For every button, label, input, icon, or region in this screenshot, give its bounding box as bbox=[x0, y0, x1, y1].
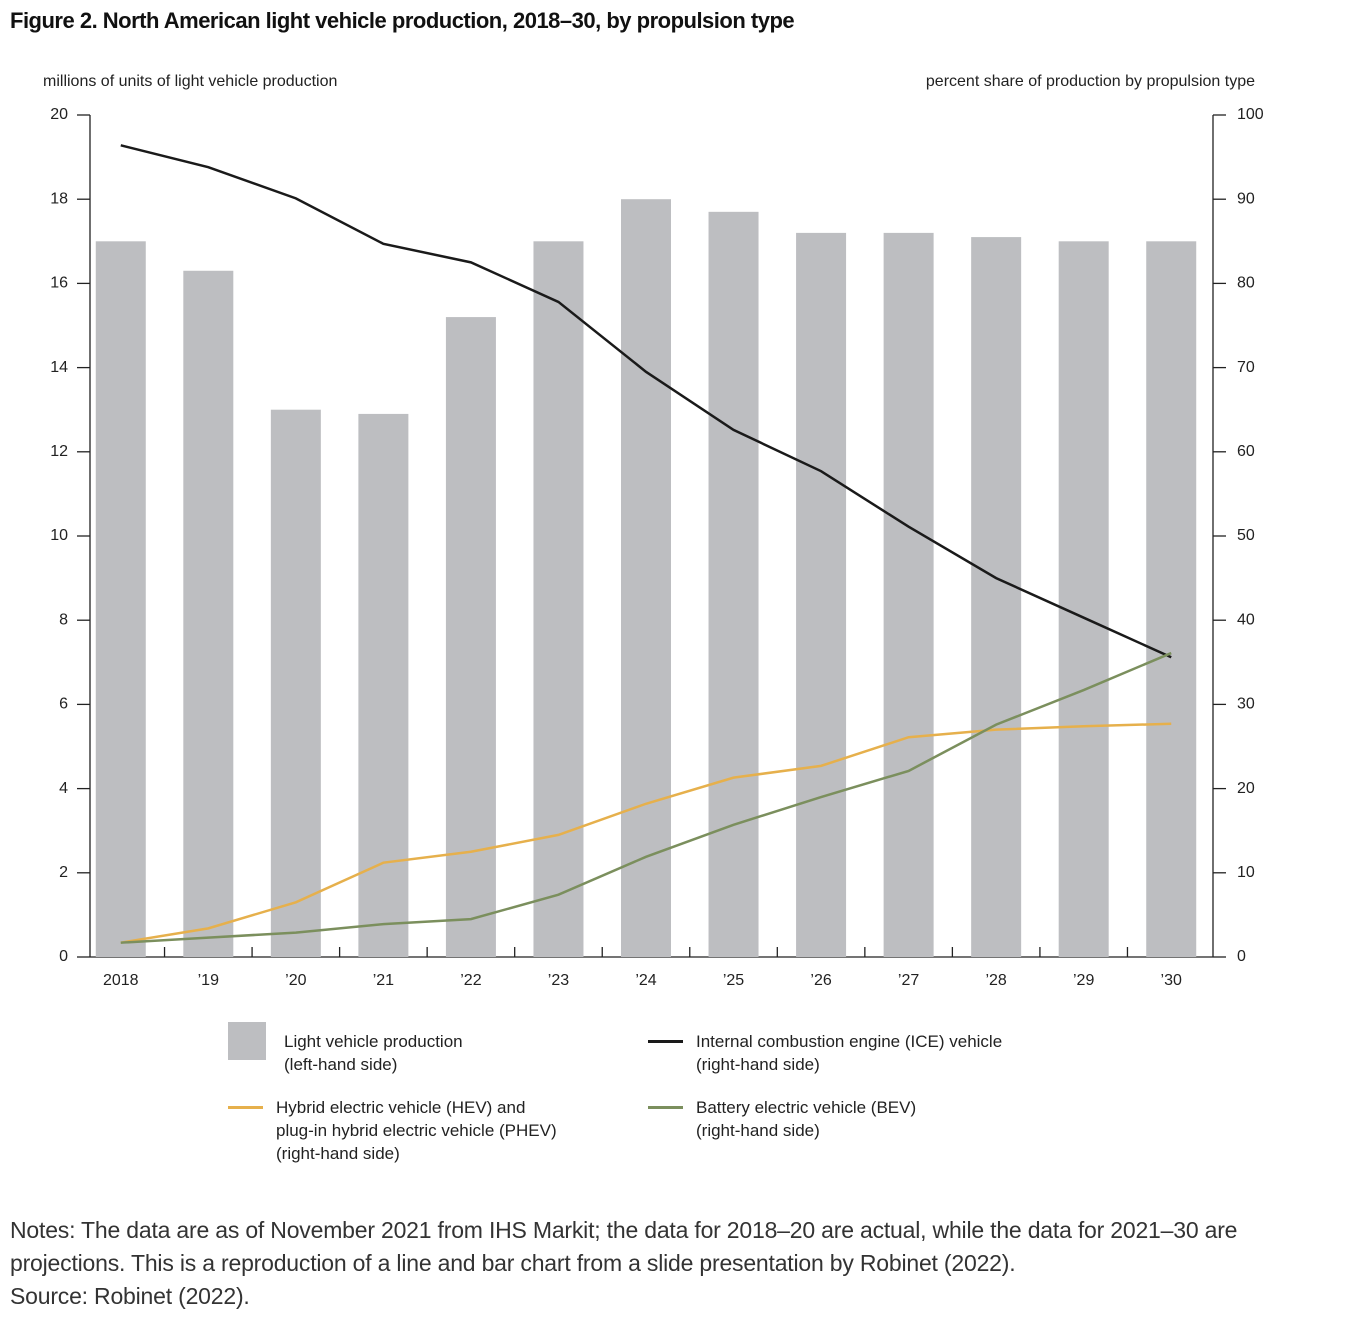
title: Figure 2. North American light vehicle p… bbox=[10, 8, 795, 33]
legend-swatch bbox=[648, 1106, 683, 1109]
x-tick-label: ’23 bbox=[548, 972, 569, 989]
y-tick-label: 20 bbox=[50, 106, 68, 123]
y-tick-label: 12 bbox=[50, 443, 68, 460]
x-tick-label: ’24 bbox=[635, 972, 656, 989]
y-axis-label: millions of units of light vehicle produ… bbox=[43, 73, 337, 90]
y2-tick-label: 100 bbox=[1237, 106, 1264, 123]
legend-label: Light vehicle production (left-hand side… bbox=[284, 1032, 463, 1074]
y2-tick-label: 90 bbox=[1237, 190, 1255, 207]
y-tick-label: 14 bbox=[50, 359, 68, 376]
x-tick-label: ’26 bbox=[810, 972, 831, 989]
x-tick-label: 2018 bbox=[103, 972, 139, 989]
y-tick-label: 0 bbox=[59, 948, 68, 965]
notes: Notes: The data are as of November 2021 … bbox=[10, 1217, 1238, 1276]
y2-tick-label: 40 bbox=[1237, 611, 1255, 628]
bar bbox=[95, 241, 146, 958]
legend-label: Internal combustion engine (ICE) vehicle… bbox=[696, 1032, 1003, 1074]
y-tick-label: 6 bbox=[59, 696, 68, 713]
x-tick-label: ’29 bbox=[1073, 972, 1094, 989]
y2-tick-label: 70 bbox=[1237, 359, 1255, 376]
bar bbox=[533, 241, 584, 958]
chart: millions of units of light vehicle produ… bbox=[43, 73, 1264, 989]
legend-swatch bbox=[228, 1022, 266, 1060]
x-tick-label: ’20 bbox=[285, 972, 306, 989]
y2-tick-label: 80 bbox=[1237, 275, 1255, 292]
x-tick-label: ’19 bbox=[198, 972, 219, 989]
bar bbox=[796, 232, 847, 957]
x-tick-label: ’30 bbox=[1161, 972, 1182, 989]
y2-axis-label: percent share of production by propulsio… bbox=[926, 73, 1255, 90]
line bbox=[120, 722, 1172, 944]
bar bbox=[971, 237, 1022, 958]
y2-tick-label: 10 bbox=[1237, 864, 1255, 881]
y-tick-label: 4 bbox=[59, 780, 68, 797]
y2-tick-label: 50 bbox=[1237, 527, 1255, 544]
legend-swatch bbox=[648, 1040, 683, 1043]
line bbox=[120, 651, 1172, 944]
x-tick-label: ’27 bbox=[898, 972, 919, 989]
legend-label: Battery electric vehicle (BEV) (right-ha… bbox=[696, 1098, 917, 1140]
y2-tick-label: 60 bbox=[1237, 443, 1255, 460]
bar bbox=[1058, 241, 1109, 958]
y-tick-label: 16 bbox=[50, 275, 68, 292]
line bbox=[120, 144, 1172, 659]
y2-tick-label: 0 bbox=[1237, 948, 1246, 965]
x-tick-label: ’22 bbox=[460, 972, 481, 989]
y2-tick-label: 20 bbox=[1237, 780, 1255, 797]
x-tick-label: ’25 bbox=[723, 972, 744, 989]
y-tick-label: 8 bbox=[59, 611, 68, 628]
y-tick-label: 2 bbox=[59, 864, 68, 881]
bar bbox=[621, 199, 671, 957]
y-tick-label: 10 bbox=[50, 527, 68, 544]
bar bbox=[183, 270, 234, 957]
bar bbox=[708, 211, 759, 957]
y-tick-label: 18 bbox=[50, 190, 68, 207]
y2-tick-label: 30 bbox=[1237, 696, 1255, 713]
x-tick-label: ’28 bbox=[985, 972, 1006, 989]
legend-label: Hybrid electric vehicle (HEV) and plug-i… bbox=[276, 1098, 557, 1163]
source: Source: Robinet (2022). bbox=[10, 1283, 250, 1309]
bar bbox=[1146, 241, 1197, 958]
legend-swatch bbox=[228, 1106, 263, 1109]
bar bbox=[270, 409, 321, 957]
bar bbox=[883, 232, 934, 957]
notes-block: Notes: The data are as of November 2021 … bbox=[10, 1214, 1344, 1313]
x-tick-label: ’21 bbox=[373, 972, 394, 989]
bar bbox=[358, 413, 409, 957]
bar bbox=[445, 317, 496, 958]
